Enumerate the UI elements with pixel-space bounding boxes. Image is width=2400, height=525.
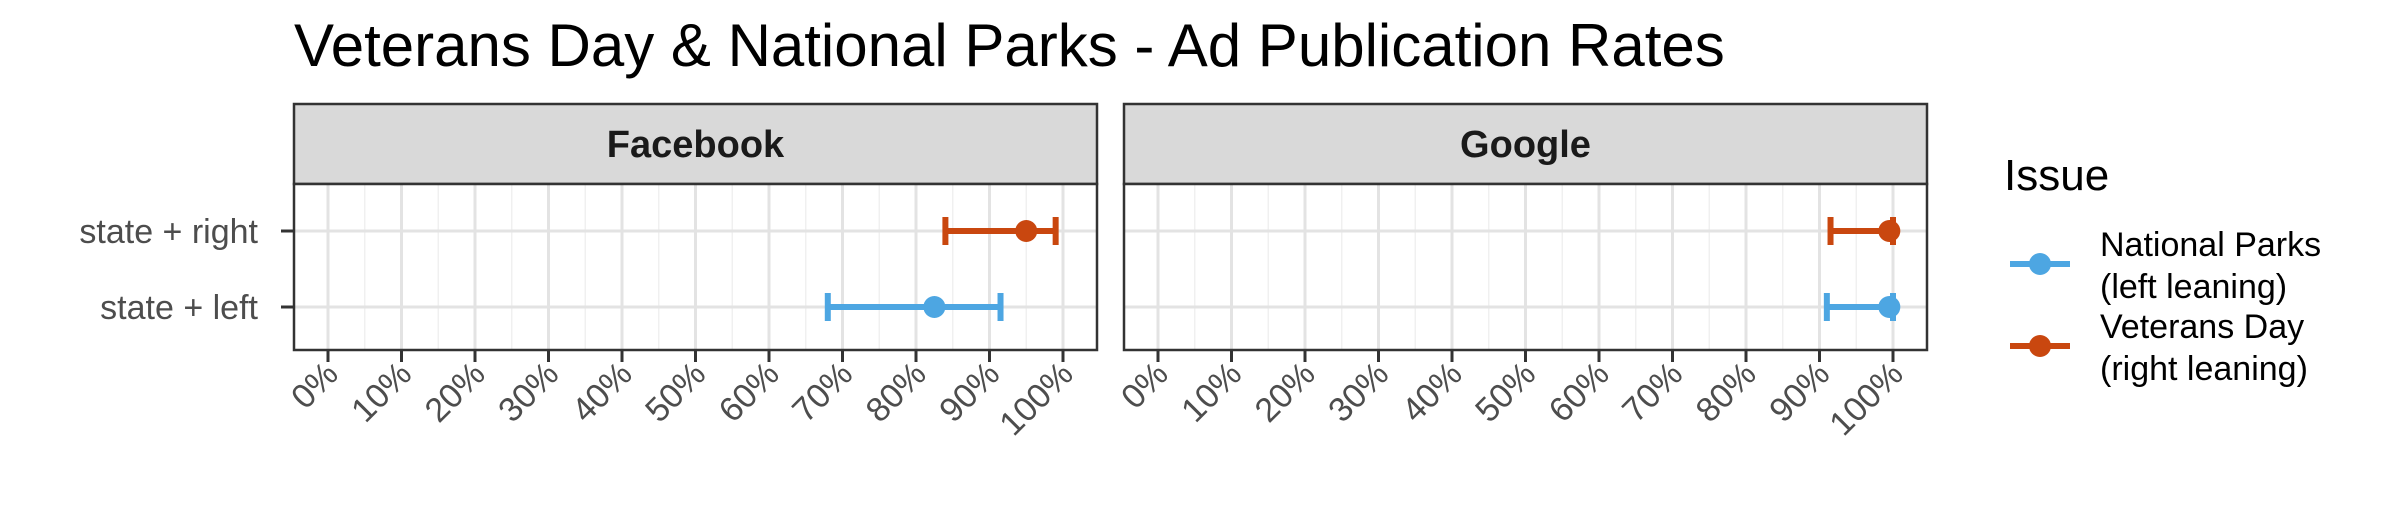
strip-label: Facebook xyxy=(607,124,785,166)
legend-label: National Parks xyxy=(2100,226,2321,264)
data-point xyxy=(1878,220,1901,242)
y-tick-label: state + left xyxy=(100,289,258,327)
x-tick-label: 10% xyxy=(344,355,419,430)
x-tick-label: 100% xyxy=(992,355,1080,443)
y-tick-label: state + right xyxy=(79,213,258,251)
data-point xyxy=(923,296,946,318)
x-tick-label: 60% xyxy=(712,355,787,430)
strip-header xyxy=(292,102,1099,186)
legend: Issue National Parks (left leaning)Veteran… xyxy=(2004,151,2321,388)
legend-title: Issue xyxy=(2004,151,2109,200)
strip-header xyxy=(1122,102,1929,186)
x-tick-label: 50% xyxy=(638,355,713,430)
x-tick-label: 80% xyxy=(1689,355,1764,430)
x-tick-label: 30% xyxy=(491,355,566,430)
legend-label: (left leaning) xyxy=(2100,268,2287,306)
x-tick-label: 50% xyxy=(1468,355,1543,430)
x-tick-label: 0% xyxy=(1114,355,1176,417)
x-tick-label: 30% xyxy=(1321,355,1396,430)
panel-facebook: Facebook0%10%20%30%40%50%60%70%80%90%100… xyxy=(284,102,1099,443)
chart-title: Veterans Day & National Parks - Ad Publi… xyxy=(294,12,1725,79)
x-tick-label: 40% xyxy=(1395,355,1470,430)
x-tick-label: 40% xyxy=(565,355,640,430)
x-tick-label: 10% xyxy=(1174,355,1249,430)
legend-key-point xyxy=(2029,335,2051,357)
x-tick-label: 0% xyxy=(284,355,346,417)
x-tick-label: 20% xyxy=(418,355,493,430)
strip-label: Google xyxy=(1460,124,1591,166)
x-tick-label: 80% xyxy=(859,355,934,430)
x-tick-label: 60% xyxy=(1542,355,1617,430)
x-tick-label: 20% xyxy=(1248,355,1323,430)
data-point xyxy=(1878,296,1901,318)
x-tick-label: 70% xyxy=(785,355,860,430)
legend-label: (right leaning) xyxy=(2100,350,2308,388)
legend-label: Veterans Day xyxy=(2100,308,2304,346)
x-tick-label: 100% xyxy=(1822,355,1910,443)
legend-key-point xyxy=(2029,253,2051,275)
data-point xyxy=(1015,220,1038,242)
x-tick-label: 70% xyxy=(1615,355,1690,430)
